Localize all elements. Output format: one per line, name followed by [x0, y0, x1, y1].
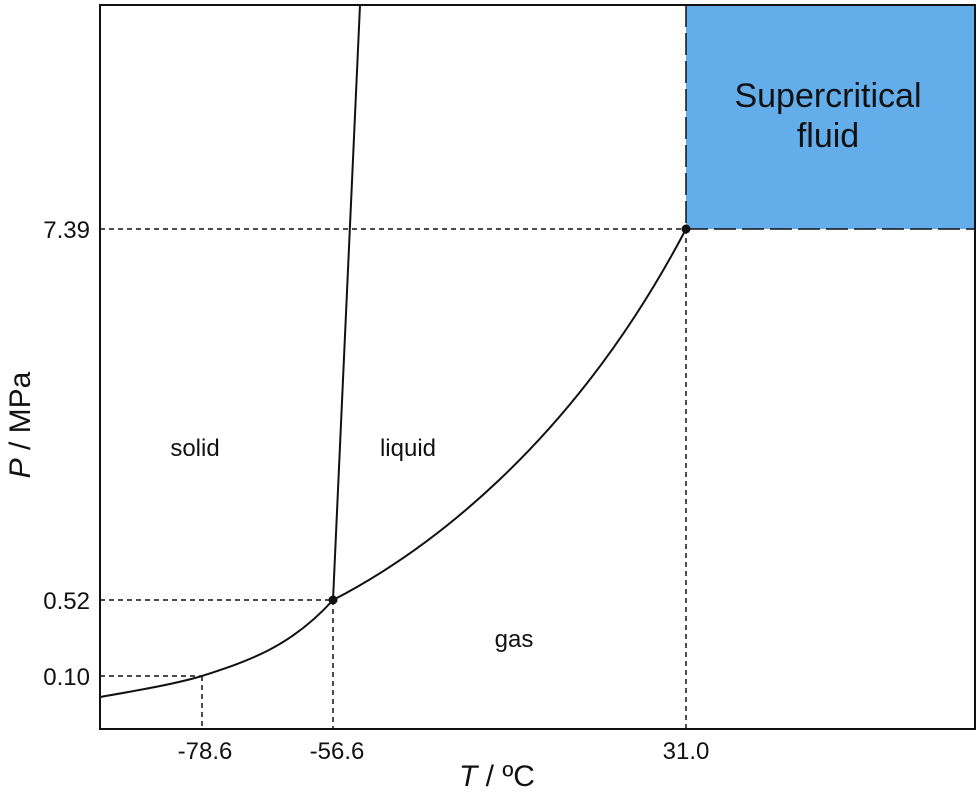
- x-tick-label: -78.6: [178, 738, 233, 765]
- y-tick-label: 7.39: [43, 217, 90, 244]
- region-label-liquid: liquid: [380, 435, 436, 462]
- supercritical-region: [686, 5, 975, 229]
- y-axis-symbol: P: [4, 458, 37, 478]
- y-tick-label: 0.52: [43, 588, 90, 615]
- x-axis-title: T / ºC: [459, 760, 535, 793]
- y-tick-label: 0.10: [43, 664, 90, 691]
- vaporization-curve: [332, 228, 687, 601]
- triple-point: [328, 595, 338, 605]
- plot-frame: [99, 4, 976, 730]
- sublimation-curve: [99, 599, 334, 698]
- x-tick-label: -56.6: [310, 738, 365, 765]
- y-axis-unit: / MPa: [4, 371, 37, 458]
- critical-point: [681, 224, 691, 234]
- region-label-supercritical-line2: fluid: [797, 117, 859, 155]
- x-axis-symbol: T: [459, 760, 480, 793]
- region-label-supercritical-line1: Supercritical: [734, 77, 921, 115]
- region-label-gas: gas: [495, 626, 534, 653]
- y-axis-title: P / MPa: [4, 371, 37, 478]
- x-axis-unit: / ºC: [477, 760, 535, 793]
- melting-curve: [332, 4, 361, 601]
- x-tick-label: 31.0: [663, 738, 710, 765]
- region-label-solid: solid: [170, 435, 219, 462]
